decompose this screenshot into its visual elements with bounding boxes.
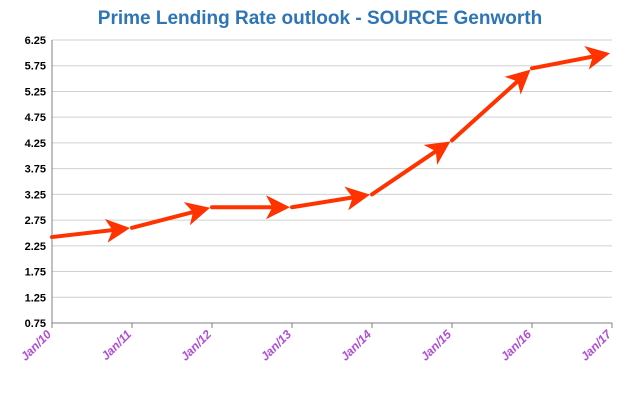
y-tick-label: 2.75 (25, 215, 46, 227)
x-tick-label: Jan/15 (418, 327, 455, 364)
series-segment (50, 218, 131, 243)
y-tick-label: 3.25 (25, 189, 46, 201)
grid-lines (52, 39, 612, 324)
series-segment (530, 46, 611, 71)
y-axis-ticks: 0.75 1.25 1.75 2.25 2.75 3.25 3.75 4.25 4.75 5.25… (25, 35, 46, 330)
chart-title: Prime Lending Rate outlook - SOURCE Genw… (97, 8, 543, 29)
y-tick-label: 1.25 (25, 292, 46, 304)
x-axis-ticks: Jan/10 Jan/11 Jan/12 Jan/13 Jan/14 Jan/15 Jan/… (18, 323, 615, 364)
x-tick-label: Jan/11 (98, 327, 134, 363)
series-lines (50, 46, 611, 243)
y-tick-label: 5.75 (25, 61, 46, 73)
y-tick-label: 3.75 (25, 164, 46, 176)
series-segment (290, 186, 371, 211)
series-segment (130, 202, 211, 230)
y-tick-label: 6.25 (25, 35, 46, 47)
y-tick-label: 4.75 (25, 112, 46, 124)
axes (51, 40, 612, 324)
y-tick-label: 2.25 (25, 241, 46, 253)
x-tick-label: Jan/17 (578, 326, 615, 363)
x-tick-label: Jan/14 (338, 327, 375, 364)
y-tick-label: 5.25 (25, 86, 46, 98)
x-tick-label: Jan/13 (258, 327, 295, 364)
x-tick-label: Jan/12 (178, 327, 215, 364)
y-tick-label: 1.75 (25, 267, 46, 279)
y-tick-label: 4.25 (25, 138, 46, 150)
series-segment (450, 69, 531, 143)
series-segment (370, 141, 451, 197)
y-tick-label: 0.75 (25, 318, 46, 330)
x-tick-label: Jan/10 (18, 327, 55, 364)
x-tick-label: Jan/16 (498, 327, 535, 364)
